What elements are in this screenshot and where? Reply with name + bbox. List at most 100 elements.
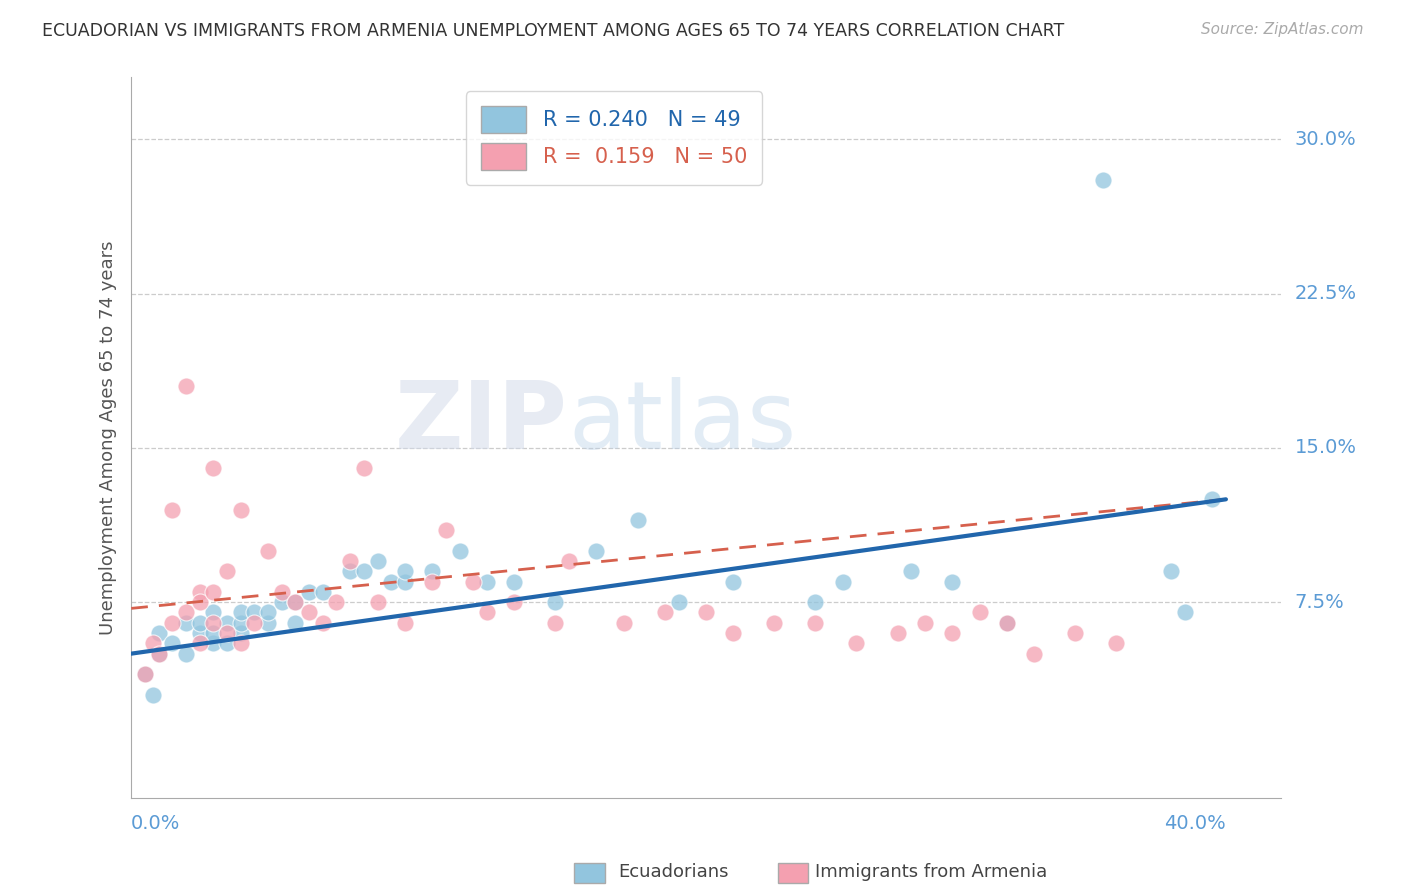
Point bbox=[202, 461, 225, 475]
Point bbox=[215, 626, 238, 640]
Point bbox=[270, 585, 292, 599]
Text: Immigrants from Armenia: Immigrants from Armenia bbox=[815, 863, 1047, 881]
Point bbox=[202, 636, 225, 650]
Point bbox=[558, 554, 581, 568]
Point bbox=[1201, 492, 1223, 507]
Point bbox=[449, 543, 471, 558]
Point bbox=[475, 606, 498, 620]
Point bbox=[941, 626, 963, 640]
Point bbox=[243, 606, 266, 620]
Point bbox=[1160, 565, 1182, 579]
Text: atlas: atlas bbox=[568, 377, 796, 469]
Point bbox=[148, 647, 170, 661]
Point bbox=[339, 554, 361, 568]
Point bbox=[188, 595, 211, 609]
Legend: R = 0.240   N = 49, R =  0.159   N = 50: R = 0.240 N = 49, R = 0.159 N = 50 bbox=[465, 92, 762, 185]
Point bbox=[312, 585, 335, 599]
Point bbox=[380, 574, 402, 589]
Point bbox=[215, 615, 238, 630]
Point bbox=[257, 615, 280, 630]
Y-axis label: Unemployment Among Ages 65 to 74 years: Unemployment Among Ages 65 to 74 years bbox=[100, 240, 117, 635]
Point bbox=[148, 626, 170, 640]
Text: 22.5%: 22.5% bbox=[1295, 284, 1357, 303]
Point bbox=[353, 565, 375, 579]
Point bbox=[162, 502, 184, 516]
Point bbox=[969, 606, 991, 620]
Point bbox=[312, 615, 335, 630]
Point bbox=[463, 574, 485, 589]
Point bbox=[900, 565, 922, 579]
Point bbox=[394, 615, 416, 630]
Point bbox=[723, 626, 745, 640]
Point bbox=[475, 574, 498, 589]
Point bbox=[1024, 647, 1046, 661]
Point bbox=[229, 626, 252, 640]
Point bbox=[1174, 606, 1197, 620]
Point bbox=[763, 615, 786, 630]
Text: ZIP: ZIP bbox=[395, 377, 568, 469]
Point bbox=[723, 574, 745, 589]
Point bbox=[420, 574, 443, 589]
Point bbox=[229, 606, 252, 620]
Point bbox=[174, 606, 197, 620]
Point bbox=[148, 647, 170, 661]
Point bbox=[804, 595, 827, 609]
Point bbox=[394, 565, 416, 579]
Point bbox=[886, 626, 908, 640]
Point bbox=[613, 615, 636, 630]
Point bbox=[142, 688, 165, 702]
Point bbox=[544, 595, 567, 609]
Point bbox=[202, 626, 225, 640]
Point bbox=[188, 615, 211, 630]
Text: 40.0%: 40.0% bbox=[1164, 814, 1226, 833]
Point bbox=[695, 606, 717, 620]
Point bbox=[1105, 636, 1128, 650]
Point bbox=[215, 565, 238, 579]
Point bbox=[298, 585, 321, 599]
Point bbox=[298, 606, 321, 620]
Point bbox=[243, 615, 266, 630]
Point bbox=[668, 595, 690, 609]
Point bbox=[503, 574, 526, 589]
Point bbox=[188, 626, 211, 640]
Point bbox=[188, 585, 211, 599]
Point bbox=[284, 615, 307, 630]
Point bbox=[434, 523, 457, 537]
Point bbox=[544, 615, 567, 630]
Point bbox=[174, 615, 197, 630]
Point bbox=[654, 606, 676, 620]
Point bbox=[202, 615, 225, 630]
Text: 15.0%: 15.0% bbox=[1295, 438, 1357, 458]
Point bbox=[284, 595, 307, 609]
Point bbox=[914, 615, 936, 630]
Point bbox=[353, 461, 375, 475]
Point bbox=[202, 606, 225, 620]
Point bbox=[215, 636, 238, 650]
Text: Source: ZipAtlas.com: Source: ZipAtlas.com bbox=[1201, 22, 1364, 37]
Point bbox=[1091, 173, 1114, 187]
Point bbox=[229, 615, 252, 630]
Point bbox=[804, 615, 827, 630]
Point bbox=[394, 574, 416, 589]
Point bbox=[202, 585, 225, 599]
Point bbox=[162, 615, 184, 630]
Point bbox=[339, 565, 361, 579]
Point bbox=[831, 574, 853, 589]
Text: 30.0%: 30.0% bbox=[1295, 129, 1357, 149]
Point bbox=[134, 667, 156, 681]
Point bbox=[284, 595, 307, 609]
Text: Ecuadorians: Ecuadorians bbox=[619, 863, 730, 881]
Point bbox=[367, 595, 389, 609]
Text: 7.5%: 7.5% bbox=[1295, 592, 1344, 612]
Point bbox=[257, 543, 280, 558]
Point bbox=[229, 636, 252, 650]
Point bbox=[134, 667, 156, 681]
Point bbox=[845, 636, 868, 650]
Point bbox=[174, 379, 197, 393]
Point bbox=[626, 513, 648, 527]
Point bbox=[995, 615, 1018, 630]
Text: 0.0%: 0.0% bbox=[131, 814, 180, 833]
Point bbox=[325, 595, 347, 609]
Point bbox=[257, 606, 280, 620]
Point bbox=[188, 636, 211, 650]
